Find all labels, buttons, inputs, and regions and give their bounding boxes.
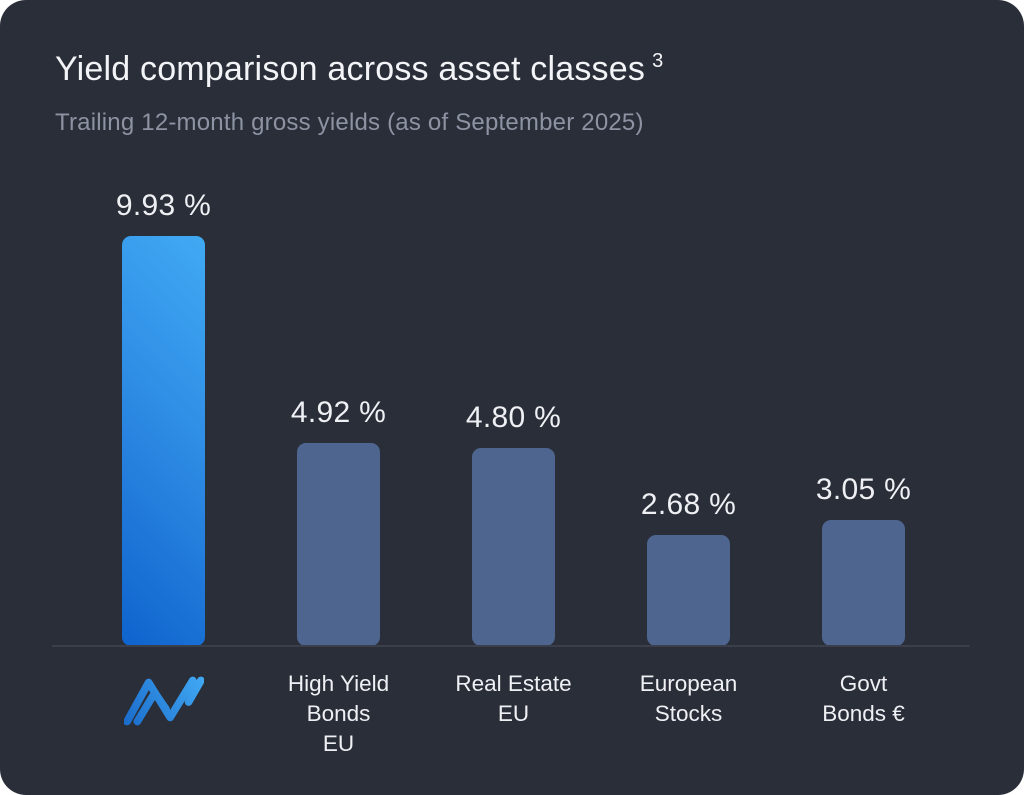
bar-group: 4.92 %: [251, 396, 426, 646]
chart-subtitle: Trailing 12-month gross yields (as of Se…: [55, 109, 644, 136]
category-label: [76, 669, 251, 759]
x-axis-line: [52, 645, 970, 647]
bar-group: 9.93 %: [76, 189, 251, 646]
category-label: Govt Bonds €: [822, 671, 905, 726]
title-text: Yield comparison across asset classes: [55, 50, 646, 88]
bar-group: 2.68 %: [601, 488, 776, 646]
category-label: High Yield Bonds EU: [287, 671, 390, 756]
bar-chart: 9.93 % 4.92 % 4.80 % 2.68 % 3.05 %: [76, 166, 951, 646]
bar-value-label: 3.05 %: [815, 473, 912, 506]
category-label: European Stocks: [639, 671, 738, 726]
page-title: Yield comparison across asset classes 3: [55, 50, 663, 89]
bar: [472, 448, 555, 646]
footnote-superscript: 3: [652, 50, 664, 72]
bar-value-label: 4.92 %: [290, 396, 387, 429]
bar: [822, 520, 905, 646]
bar: [122, 236, 205, 646]
bar-value-label: 2.68 %: [640, 488, 737, 521]
brand-logo-icon: [123, 676, 204, 726]
bar-value-label: 4.80 %: [465, 401, 562, 434]
bar-group: 4.80 %: [426, 401, 601, 646]
bar-value-label: 9.93 %: [115, 189, 212, 222]
bar: [647, 535, 730, 646]
bar: [297, 443, 380, 646]
bar-group: 3.05 %: [776, 473, 951, 646]
category-labels-row: High Yield Bonds EU Real Estate EU Europea…: [76, 669, 951, 759]
category-label: Real Estate EU: [455, 671, 572, 726]
